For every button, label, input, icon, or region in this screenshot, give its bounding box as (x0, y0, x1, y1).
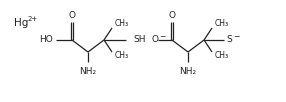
Text: O: O (69, 11, 76, 19)
Text: CH₃: CH₃ (215, 19, 229, 28)
Text: Hg: Hg (14, 18, 28, 28)
Text: S: S (226, 35, 232, 44)
Text: SH: SH (133, 35, 146, 44)
Text: NH₂: NH₂ (80, 67, 97, 76)
Text: −: − (233, 33, 239, 42)
Text: CH₃: CH₃ (115, 52, 129, 60)
Text: CH₃: CH₃ (115, 19, 129, 28)
Text: −: − (159, 33, 165, 42)
Text: O: O (152, 35, 159, 44)
Text: O: O (168, 11, 176, 19)
Text: NH₂: NH₂ (179, 67, 196, 76)
Text: HO: HO (39, 35, 53, 44)
Text: 2+: 2+ (28, 16, 38, 22)
Text: CH₃: CH₃ (215, 52, 229, 60)
